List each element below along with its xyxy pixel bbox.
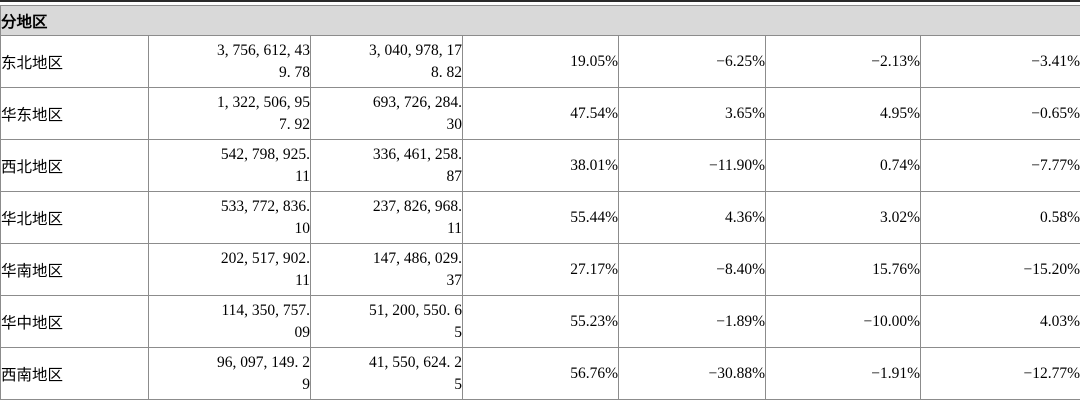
amount-cell-1: 202, 517, 902. 11	[148, 243, 311, 296]
percent-cell-2: −11.90%	[618, 139, 766, 192]
table-row: 西南地区 96, 097, 149. 2 9 41, 550, 624. 2 5 56…	[0, 347, 1080, 400]
percent-cell-2: −30.88%	[618, 347, 766, 400]
amount-cell-2: 147, 486, 029. 37	[310, 243, 463, 296]
percent-cell-4: −12.77%	[919, 347, 1080, 400]
amount-cell-1: 542, 798, 925. 11	[148, 139, 311, 192]
region-name-cell: 华中地区	[0, 295, 149, 348]
percent-cell-2: 4.36%	[618, 191, 766, 244]
percent-cell-3: 15.76%	[765, 243, 921, 296]
amount-cell-2: 3, 040, 978, 17 8. 82	[310, 35, 463, 88]
table-body: 东北地区 3, 756, 612, 43 9. 78 3, 040, 978, 17…	[0, 35, 1080, 400]
percent-cell-1: 47.54%	[462, 87, 619, 140]
table-row: 西北地区 542, 798, 925. 11 336, 461, 258. 87 38…	[0, 139, 1080, 192]
percent-cell-1: 56.76%	[462, 347, 619, 400]
top-divider	[0, 0, 1080, 2]
percent-cell-3: −2.13%	[765, 35, 921, 88]
section-header-row: 分地区	[0, 5, 1080, 36]
region-name-cell: 华北地区	[0, 191, 149, 244]
percent-cell-3: 4.95%	[765, 87, 921, 140]
amount-cell-2: 693, 726, 284. 30	[310, 87, 463, 140]
percent-cell-1: 38.01%	[462, 139, 619, 192]
region-name-cell: 西南地区	[0, 347, 149, 400]
percent-cell-4: 4.03%	[919, 295, 1080, 348]
amount-cell-1: 96, 097, 149. 2 9	[148, 347, 311, 400]
amount-cell-1: 114, 350, 757. 09	[148, 295, 311, 348]
amount-cell-2: 237, 826, 968. 11	[310, 191, 463, 244]
section-header: 分地区	[0, 5, 1080, 36]
region-name-cell: 华东地区	[0, 87, 149, 140]
table-row: 华东地区 1, 322, 506, 95 7. 92 693, 726, 284. …	[0, 87, 1080, 140]
amount-cell-2: 336, 461, 258. 87	[310, 139, 463, 192]
table-row: 华南地区 202, 517, 902. 11 147, 486, 029. 37 27…	[0, 243, 1080, 296]
table-row: 东北地区 3, 756, 612, 43 9. 78 3, 040, 978, 17…	[0, 35, 1080, 88]
percent-cell-4: 0.58%	[919, 191, 1080, 244]
table-row: 华中地区 114, 350, 757. 09 51, 200, 550. 6 5 55…	[0, 295, 1080, 348]
percent-cell-2: −8.40%	[618, 243, 766, 296]
amount-cell-1: 1, 322, 506, 95 7. 92	[148, 87, 311, 140]
percent-cell-3: −1.91%	[765, 347, 921, 400]
amount-cell-1: 3, 756, 612, 43 9. 78	[148, 35, 311, 88]
table-row: 华北地区 533, 772, 836. 10 237, 826, 968. 11 55…	[0, 191, 1080, 244]
region-name-cell: 西北地区	[0, 139, 149, 192]
amount-cell-2: 41, 550, 624. 2 5	[310, 347, 463, 400]
percent-cell-3: −10.00%	[765, 295, 921, 348]
percent-cell-1: 55.44%	[462, 191, 619, 244]
percent-cell-4: −0.65%	[919, 87, 1080, 140]
percent-cell-1: 19.05%	[462, 35, 619, 88]
percent-cell-2: −6.25%	[618, 35, 766, 88]
percent-cell-3: 3.02%	[765, 191, 921, 244]
percent-cell-1: 27.17%	[462, 243, 619, 296]
percent-cell-3: 0.74%	[765, 139, 921, 192]
region-financial-table: 分地区 东北地区 3, 756, 612, 43 9. 78 3, 040, 978…	[0, 5, 1080, 400]
percent-cell-4: −15.20%	[919, 243, 1080, 296]
region-name-cell: 华南地区	[0, 243, 149, 296]
percent-cell-4: −7.77%	[919, 139, 1080, 192]
percent-cell-1: 55.23%	[462, 295, 619, 348]
amount-cell-1: 533, 772, 836. 10	[148, 191, 311, 244]
region-name-cell: 东北地区	[0, 35, 149, 88]
percent-cell-2: 3.65%	[618, 87, 766, 140]
amount-cell-2: 51, 200, 550. 6 5	[310, 295, 463, 348]
percent-cell-2: −1.89%	[618, 295, 766, 348]
percent-cell-4: −3.41%	[919, 35, 1080, 88]
